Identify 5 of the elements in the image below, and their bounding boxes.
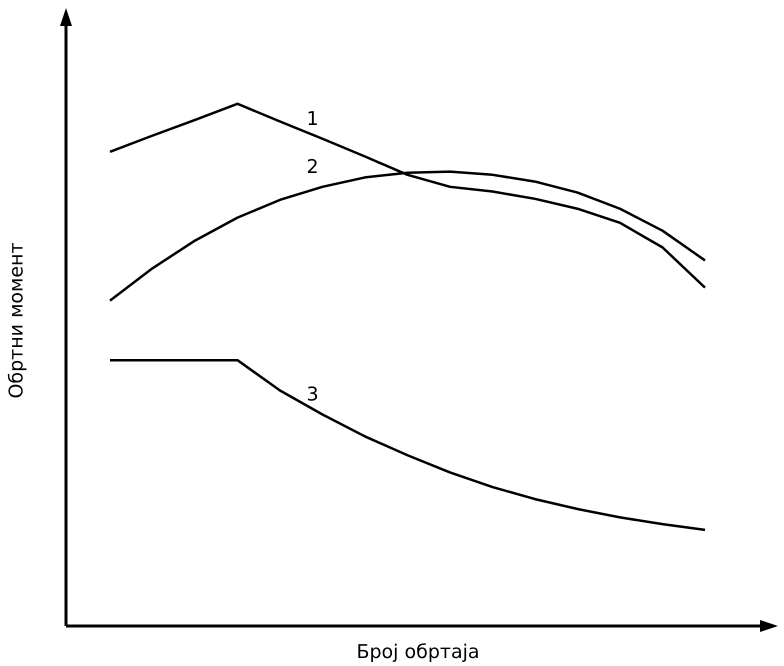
y-axis-title: Обртни момент: [6, 242, 28, 399]
x-axis-title: Број обртаја: [356, 641, 480, 663]
series-label: 1: [306, 108, 319, 130]
series-label: 3: [306, 384, 319, 406]
series-label: 2: [306, 156, 319, 178]
